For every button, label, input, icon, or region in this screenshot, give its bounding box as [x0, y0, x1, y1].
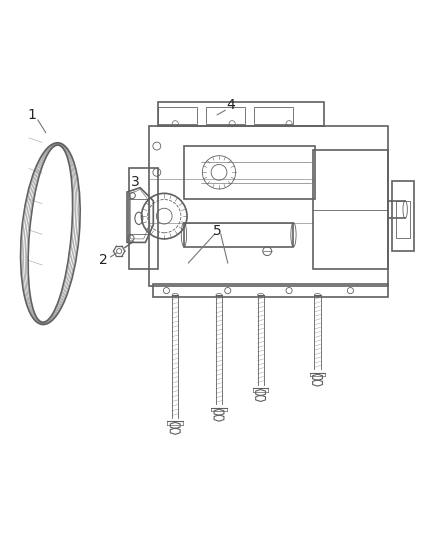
Text: 3: 3 — [131, 175, 140, 189]
Text: 1: 1 — [27, 108, 36, 123]
Text: 5: 5 — [213, 223, 222, 238]
Text: 4: 4 — [226, 98, 235, 112]
Text: 2: 2 — [99, 253, 107, 267]
